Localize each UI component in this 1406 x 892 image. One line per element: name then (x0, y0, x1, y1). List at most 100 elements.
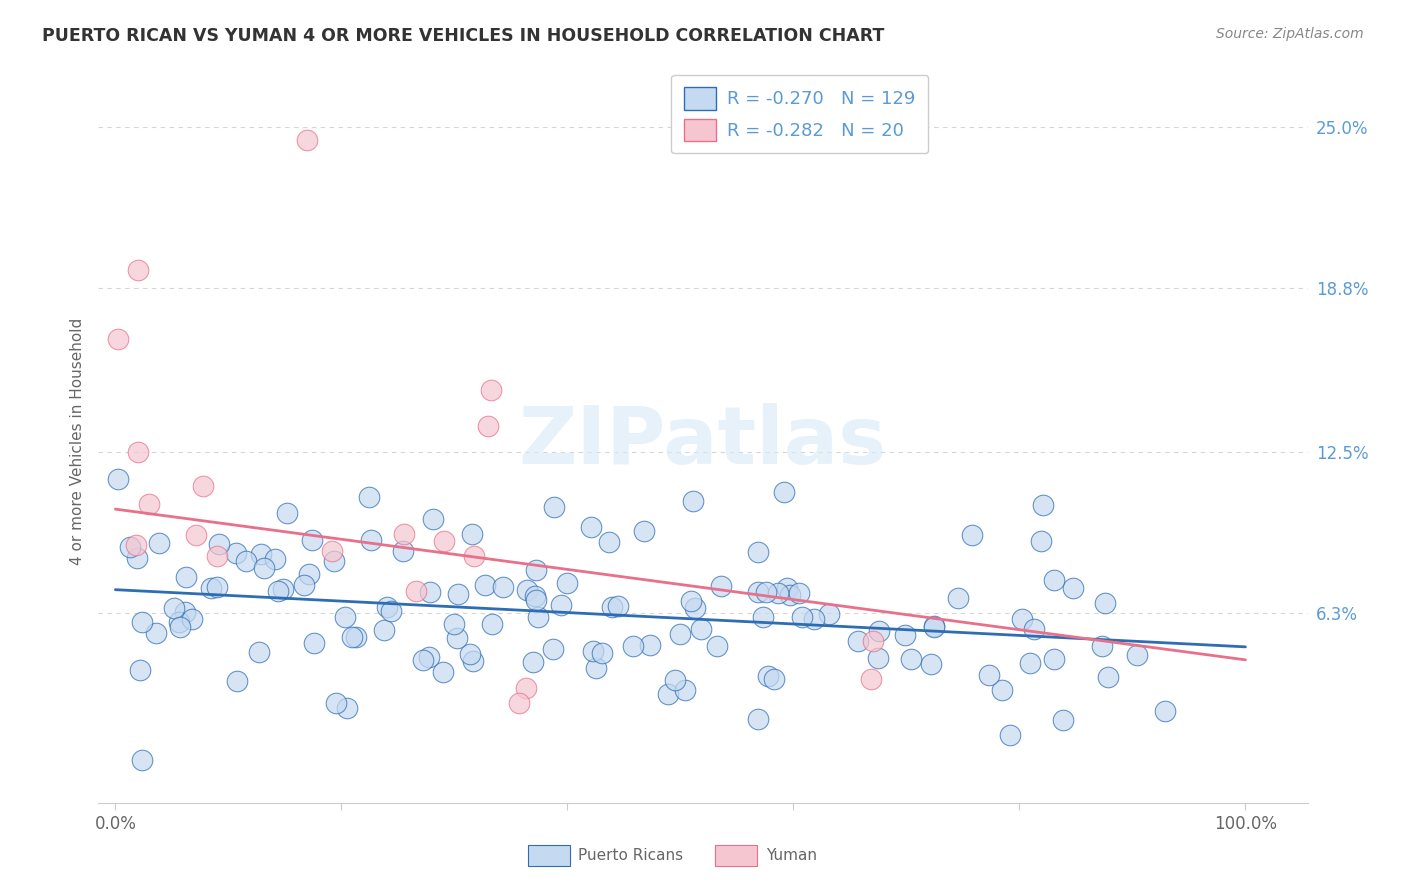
Point (751, 610, 773, 624)
Point (443, 617, 465, 632)
Point (375, 599, 398, 614)
Point (747, 585, 769, 599)
Point (208, 536, 231, 550)
Text: Source: ZipAtlas.com: Source: ZipAtlas.com (1216, 27, 1364, 41)
Point (127, 263, 149, 277)
Point (600, 599, 623, 614)
Point (541, 642, 564, 657)
Point (340, 630, 363, 644)
Point (579, 520, 602, 534)
Point (998, 728, 1021, 742)
Point (359, 490, 381, 504)
Point (685, 601, 707, 615)
Point (276, 506, 298, 520)
Point (657, 687, 679, 701)
Point (322, 554, 344, 568)
Point (1011, 612, 1033, 626)
Point (862, 633, 884, 648)
Point (555, 576, 578, 591)
Point (756, 669, 779, 683)
Point (550, 598, 572, 612)
Point (492, 580, 515, 594)
Point (633, 524, 655, 539)
Point (186, 528, 208, 542)
Point (1024, 622, 1046, 636)
Y-axis label: 4 or more Vehicles in Household: 4 or more Vehicles in Household (70, 318, 86, 566)
Point (461, 526, 484, 541)
Point (138, 497, 160, 511)
Point (321, 544, 343, 558)
Point (516, 583, 538, 598)
Point (960, 528, 983, 542)
Point (894, 628, 917, 642)
Point (125, 551, 148, 566)
Point (1153, 704, 1175, 718)
Point (344, 631, 367, 645)
Point (779, 588, 801, 602)
Text: PUERTO RICAN VS YUMAN 4 OR MORE VEHICLES IN HOUSEHOLD CORRELATION CHART: PUERTO RICAN VS YUMAN 4 OR MORE VEHICLES… (42, 27, 884, 45)
FancyBboxPatch shape (527, 845, 569, 866)
Point (405, 583, 427, 598)
Point (991, 683, 1014, 698)
Point (508, 697, 530, 711)
Point (474, 578, 496, 592)
Point (180, 612, 202, 626)
Point (458, 648, 481, 662)
FancyBboxPatch shape (716, 845, 758, 866)
Point (679, 593, 702, 607)
Point (868, 624, 890, 639)
Point (747, 545, 769, 559)
Point (419, 585, 441, 599)
Point (373, 624, 395, 638)
Point (866, 650, 889, 665)
Point (200, 581, 222, 595)
Point (107, 332, 129, 346)
Point (380, 604, 402, 618)
Point (479, 384, 502, 398)
Point (920, 657, 942, 672)
Point (922, 619, 945, 633)
Text: Puerto Ricans: Puerto Ricans (578, 848, 683, 863)
Point (253, 561, 276, 575)
Point (1032, 498, 1054, 512)
Point (335, 610, 357, 624)
Point (477, 419, 499, 434)
Point (621, 639, 644, 653)
Point (392, 527, 415, 541)
Point (1091, 639, 1114, 653)
Point (131, 615, 153, 629)
Point (301, 533, 323, 547)
Point (392, 543, 415, 558)
Point (302, 636, 325, 650)
Point (1097, 669, 1119, 683)
Point (689, 622, 711, 636)
Point (803, 612, 825, 626)
Point (131, 753, 153, 767)
Point (922, 619, 945, 633)
Point (1052, 713, 1074, 727)
Point (1094, 597, 1116, 611)
Point (163, 601, 186, 615)
Point (598, 535, 620, 549)
Point (1043, 652, 1066, 666)
Point (191, 479, 214, 493)
Point (433, 533, 456, 548)
Point (432, 665, 454, 679)
Point (790, 610, 813, 624)
Point (818, 607, 841, 621)
Text: Yuman: Yuman (766, 848, 817, 863)
Point (250, 548, 273, 562)
Point (789, 586, 811, 600)
Point (585, 661, 607, 675)
Point (768, 586, 790, 600)
Point (682, 494, 704, 508)
Point (207, 581, 229, 595)
Point (148, 535, 170, 549)
Point (664, 673, 686, 687)
Point (522, 655, 544, 669)
Point (235, 554, 257, 568)
Point (325, 696, 347, 710)
Point (298, 567, 321, 582)
Point (762, 672, 785, 686)
Point (1018, 657, 1040, 671)
